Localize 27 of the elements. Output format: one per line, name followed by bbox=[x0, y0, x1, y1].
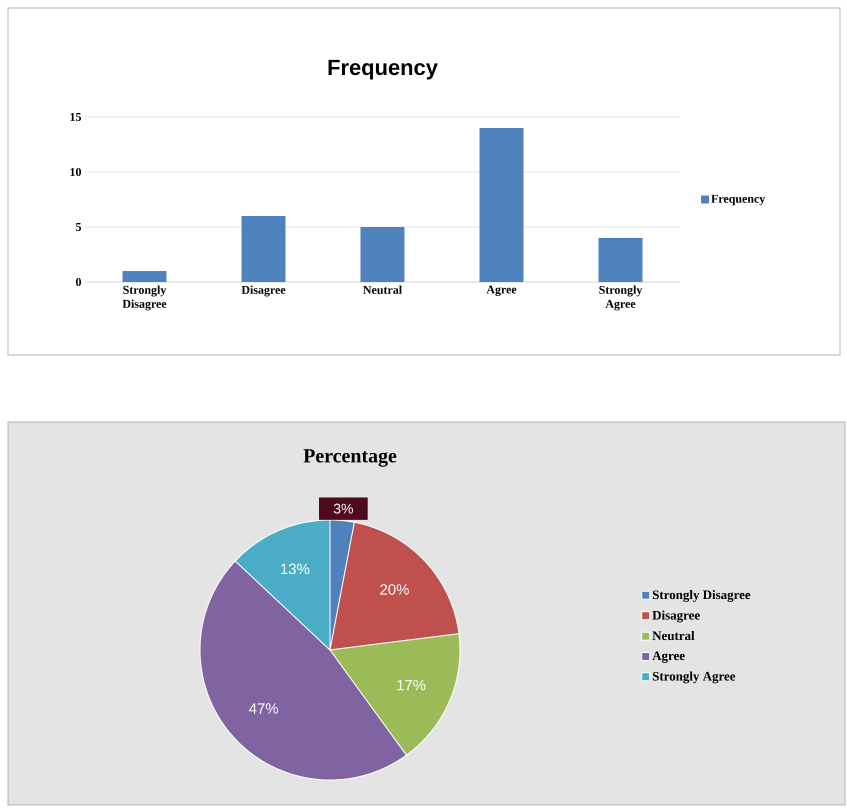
y-tick-label: 5 bbox=[76, 223, 82, 231]
legend-label: Strongly Disagree bbox=[652, 590, 750, 602]
bar bbox=[598, 238, 643, 282]
bar bbox=[480, 128, 524, 282]
data-label: 20% bbox=[380, 584, 409, 595]
legend-label: Neutral bbox=[652, 630, 694, 640]
x-tick-label: Strongly Disagree bbox=[122, 286, 166, 310]
x-tick-label: Strongly Agree bbox=[599, 286, 642, 310]
legend-label: Frequency bbox=[711, 194, 766, 206]
chart-title: Percentage bbox=[304, 449, 396, 467]
data-label: 3% bbox=[334, 504, 353, 514]
x-tick-label: Disagree bbox=[242, 286, 286, 296]
y-tick-label: 0 bbox=[76, 278, 82, 286]
bar bbox=[242, 216, 286, 282]
data-label: 17% bbox=[397, 680, 426, 690]
legend-label: Strongly Agree bbox=[652, 671, 736, 684]
x-tick-label: Agree bbox=[486, 286, 516, 296]
y-tick-label: 10 bbox=[70, 168, 82, 176]
data-label: 47% bbox=[249, 703, 278, 714]
legend-label: Disagree bbox=[652, 610, 700, 622]
legend-label: Agree bbox=[652, 651, 685, 663]
x-tick-label: Neutral bbox=[363, 286, 402, 294]
chart-title: Frequency bbox=[328, 60, 438, 80]
bar bbox=[360, 226, 405, 282]
bar bbox=[122, 270, 166, 282]
data-label: 13% bbox=[281, 564, 310, 574]
y-tick-label: 15 bbox=[70, 112, 82, 121]
